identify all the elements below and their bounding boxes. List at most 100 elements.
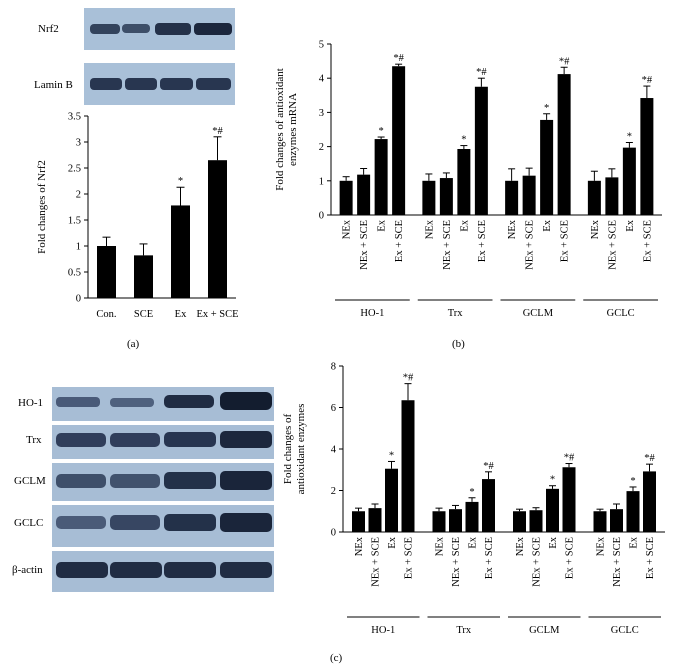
bar — [357, 174, 371, 215]
group-label: Trx — [448, 308, 464, 319]
x-tick-label: Con. — [96, 309, 116, 320]
y-tick-label: 0 — [331, 528, 336, 539]
band — [110, 398, 154, 407]
bar — [208, 160, 227, 298]
band — [56, 433, 106, 447]
x-tick-label: NEx + SCE — [532, 537, 543, 587]
y-tick-label: 0 — [319, 211, 324, 222]
y-axis-label: Fold changes of Nrf2 — [36, 160, 48, 254]
group-label: GCLC — [607, 308, 635, 319]
blot-panel-c: HO-1 Trx GCLM GCLC β-actin — [12, 387, 274, 592]
y-tick-label: 2.5 — [68, 164, 81, 175]
band — [220, 392, 272, 410]
y-tick-label: 0 — [76, 294, 81, 305]
band — [164, 514, 216, 531]
bar — [374, 139, 388, 215]
band — [164, 395, 214, 408]
bar — [171, 205, 190, 298]
x-tick-label: Ex + SCE — [477, 220, 488, 262]
bar — [546, 488, 559, 532]
panel-label-b: (b) — [452, 338, 465, 350]
significance-label: * — [379, 126, 384, 137]
x-tick-label: Ex — [468, 536, 479, 548]
band — [160, 78, 193, 90]
bar — [352, 511, 365, 532]
bar — [392, 66, 406, 215]
significance-label: * — [550, 475, 555, 486]
y-tick-label: 2 — [331, 486, 336, 497]
significance-label: *# — [212, 126, 223, 137]
x-tick-label: Ex + SCE — [196, 309, 238, 320]
bar — [513, 511, 526, 532]
chart-a: 0 0.5 1 1.5 2 2.5 3 3.5 Con. SCE * Ex *# Ex + SCE Fold… — [36, 112, 239, 321]
bar — [626, 491, 640, 532]
bar — [385, 468, 398, 532]
bar — [557, 74, 571, 215]
y-tick-label: 8 — [331, 362, 336, 373]
x-tick-label: Ex — [175, 309, 187, 320]
x-tick-label: NEx — [596, 536, 607, 556]
x-tick-label: Ex + SCE — [404, 537, 415, 579]
bar — [449, 509, 462, 532]
significance-label: *# — [642, 75, 653, 86]
x-tick-label: Ex + SCE — [560, 220, 571, 262]
y-axis-label: antioxidant enzymes — [295, 404, 307, 495]
x-tick-label: Ex + SCE — [394, 220, 405, 262]
bar — [540, 119, 554, 215]
y-tick-label: 4 — [319, 74, 325, 85]
chart-c: 0 2 4 6 8 NEx NEx + SCE * Ex *# Ex + SCE HO-1 NEx NEx… — [282, 362, 665, 636]
blot-label-ho1: HO-1 — [18, 397, 43, 409]
band — [220, 471, 272, 490]
bar — [562, 467, 576, 532]
y-tick-label: 5 — [319, 40, 324, 51]
significance-label: *# — [403, 373, 414, 384]
bar — [368, 508, 382, 532]
y-tick-label: 1.5 — [68, 216, 81, 227]
bar — [587, 180, 601, 215]
band — [125, 78, 157, 90]
band — [110, 515, 160, 530]
y-tick-label: 0.5 — [68, 268, 81, 279]
chart-b: 0 1 2 3 4 5 NEx NEx + SCE * Ex *# Ex + SCE HO-1 NEx NE… — [274, 40, 662, 319]
y-tick-label: 2 — [76, 190, 81, 201]
bar — [474, 86, 488, 215]
significance-label: * — [469, 487, 474, 498]
blot-label-beta-actin: β-actin — [12, 564, 43, 576]
x-tick-label: SCE — [134, 309, 153, 320]
group-label: GCLC — [611, 625, 639, 636]
x-tick-label: Ex — [387, 536, 398, 548]
band — [196, 78, 231, 90]
significance-label: * — [389, 450, 394, 461]
group-label: HO-1 — [360, 308, 384, 319]
group-label: Trx — [456, 625, 472, 636]
significance-label: *# — [644, 453, 655, 464]
x-tick-label: Ex — [629, 536, 640, 548]
bar — [432, 511, 446, 532]
band — [155, 23, 191, 35]
blot-label-nrf2: Nrf2 — [38, 23, 59, 35]
x-tick-label: NEx + SCE — [371, 537, 382, 587]
x-tick-label: NEx + SCE — [607, 220, 618, 270]
y-tick-label: 3 — [319, 108, 324, 119]
y-tick-label: 3 — [76, 138, 81, 149]
band — [220, 431, 272, 448]
group-label: GCLM — [523, 308, 554, 319]
bar — [593, 511, 607, 532]
bar — [422, 180, 436, 215]
band — [164, 432, 216, 447]
band — [194, 23, 232, 35]
x-tick-label: Ex — [459, 219, 470, 231]
y-tick-label: 3.5 — [68, 112, 81, 123]
x-tick-label: NEx + SCE — [612, 537, 623, 587]
x-tick-label: Ex + SCE — [565, 537, 576, 579]
x-tick-label: NEx — [354, 536, 365, 556]
bar — [465, 501, 479, 532]
significance-label: * — [627, 131, 632, 142]
x-tick-label: NEx — [590, 219, 601, 239]
y-axis-label: Fold changes of antioxidant — [274, 68, 286, 191]
x-tick-label: NEx — [342, 219, 353, 239]
y-tick-label: 6 — [331, 403, 336, 414]
band — [220, 562, 272, 578]
x-tick-label: NEx + SCE — [451, 537, 462, 587]
significance-label: * — [544, 103, 549, 114]
